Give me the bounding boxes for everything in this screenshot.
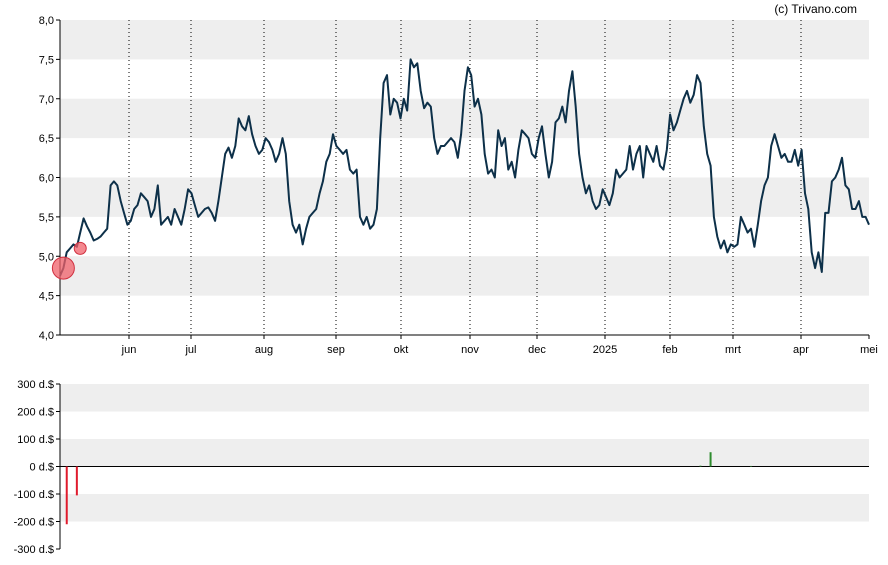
volume-chart-panel: -300 d.$ -200 d.$ -100 d.$ 0 d.$ 100 d.$ 200 … (14, 379, 869, 556)
y-tick-label: -200 d.$ (14, 517, 54, 529)
x-tick-label: jun (121, 344, 137, 356)
price-chart-panel: jun jul aug sep okt nov dec 2025 feb mrt apr mei 4,0… (39, 15, 878, 356)
x-tick-label: dec (528, 344, 546, 356)
y-tick-label: 7,0 (39, 94, 54, 106)
y-tick-label: 6,5 (39, 133, 54, 145)
price-grid-band (60, 177, 869, 217)
y-tick-label: -300 d.$ (14, 544, 54, 556)
price-line (59, 58, 870, 277)
volume-grid-band (60, 439, 869, 467)
y-tick-label: 300 d.$ (17, 379, 54, 391)
y-tick-label: 200 d.$ (17, 407, 54, 419)
trade-marker (73, 241, 87, 255)
volume-grid-band (60, 384, 869, 412)
x-tick-label: aug (255, 344, 273, 356)
trade-marker (51, 256, 75, 280)
x-tick-label: apr (793, 344, 809, 356)
x-tick-label: jul (184, 344, 196, 356)
credit-text: (c) Trivano.com (774, 2, 857, 16)
y-tick-label: 7,5 (39, 54, 54, 66)
y-tick-label: 5,5 (39, 212, 54, 224)
x-tick-label: mei (860, 344, 878, 356)
price-grid-band (60, 20, 869, 60)
y-tick-label: 5,0 (39, 251, 54, 263)
price-grid-band (60, 256, 869, 296)
x-tick-label: sep (327, 344, 345, 356)
y-tick-label: 4,5 (39, 291, 54, 303)
x-tick-label: nov (461, 344, 479, 356)
y-tick-label: -100 d.$ (14, 489, 54, 501)
y-tick-label: 0 d.$ (30, 462, 54, 474)
x-tick-label: 2025 (593, 344, 617, 356)
y-tick-label: 100 d.$ (17, 434, 54, 446)
x-tick-label: feb (662, 344, 677, 356)
volume-grid-band (60, 494, 869, 522)
x-tick-label: okt (394, 344, 409, 356)
y-tick-label: 8,0 (39, 15, 54, 27)
price-grid-band (60, 98, 869, 139)
y-tick-label: 6,0 (39, 173, 54, 185)
y-tick-label: 4,0 (39, 330, 54, 342)
x-tick-label: mrt (725, 344, 741, 356)
